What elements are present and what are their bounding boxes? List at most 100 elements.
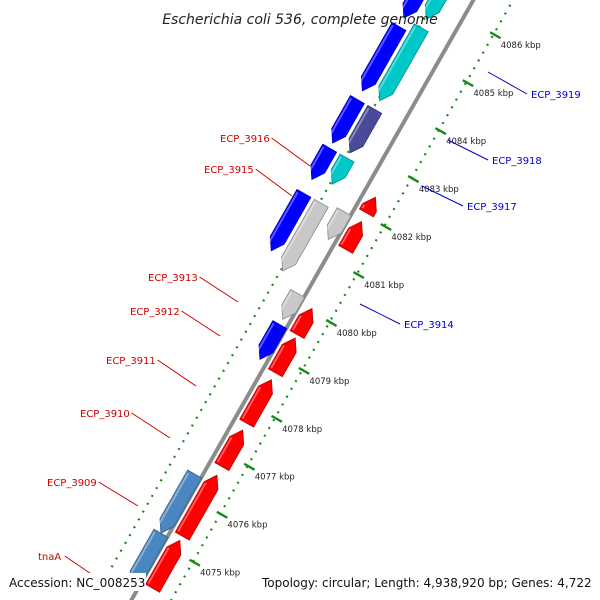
ruler-tick [462,79,474,88]
gene-feature-steel-cds[interactable] [159,469,203,534]
gene-feature-highlight [254,322,275,356]
gene-feature-highlight [277,201,316,267]
gene-feature-highlight [361,204,366,209]
gene-label-ecp-3918[interactable]: ECP_3918 [447,139,542,167]
gene-label-ecp-3909[interactable]: ECP_3909 [47,478,139,507]
gene-feature-forward-cds[interactable] [174,474,219,541]
gene-label-ecp-3919[interactable]: ECP_3919 [487,71,581,101]
ruler-tick [407,175,420,184]
gene-feature-highlight [241,386,262,419]
gene-label-text: ECP_3911 [106,356,156,367]
gene-feature-forward-cds[interactable] [289,307,314,340]
gene-feature-forward-cds[interactable] [214,429,245,472]
gene-label-text: tnaA [38,552,61,563]
ruler-tick [216,510,228,519]
ruler-tick [325,318,338,327]
ruler-label: 4075 kbp [200,569,240,579]
gene-feature-highlight [277,291,293,316]
gene-feature-forward-cds[interactable] [145,539,182,593]
ruler-label: 4085 kbp [473,89,513,99]
gene-feature-highlight [292,315,302,331]
gene-label-text: ECP_3916 [220,134,270,145]
ruler-label: 4083 kbp [419,185,459,195]
ruler-label: 4081 kbp [364,281,404,291]
ruler-label: 4079 kbp [309,377,349,387]
ruler-tick [489,31,502,40]
gene-feature-reverse-cds[interactable] [269,188,312,252]
gene-label-text: ECP_3918 [492,156,542,167]
gene-label-text: ECP_3913 [148,273,198,284]
gene-feature-cyan-cds[interactable] [424,0,468,20]
gene-feature-highlight [323,209,339,236]
gene-label-ecp-3914[interactable]: ECP_3914 [359,303,454,331]
gene-label-text: ECP_3919 [531,90,581,101]
gene-feature-reverse-cds[interactable] [360,22,407,92]
topology-text: Topology: circular; Length: 4,938,920 bp… [261,576,592,590]
gene-feature-slate-cds[interactable] [348,104,383,154]
gene-feature-grey-cds[interactable] [326,207,352,241]
gene-label-ecp-3912[interactable]: ECP_3912 [130,307,221,337]
gene-feature-reverse-cds[interactable] [310,143,338,181]
gene-labels: tnaA ECP_3909 ECP_3910 ECP_3911 ECP_3912 ECP_… [38,71,581,581]
gene-label-leader [271,137,311,167]
gene-label-leader [447,139,489,161]
gene-feature-highlight [344,107,370,149]
gene-feature-highlight [270,344,285,369]
gene-label-ecp-3916[interactable]: ECP_3916 [220,134,311,167]
ruler-label: 4086 kbp [501,41,541,51]
gene-feature-highlight [177,482,207,532]
ruler-label: 4080 kbp [337,329,377,339]
gene-label-leader [131,412,171,439]
gene-feature-highlight [216,437,233,463]
ruler-tick [298,366,310,375]
gene-label-leader [181,310,221,337]
ruler-tick [243,462,256,471]
gene-feature-reverse-cds[interactable] [331,95,365,144]
gene-feature-forward-cds[interactable] [239,379,273,428]
ruler-tick [270,414,283,423]
gene-feature-forward-cds[interactable] [338,220,363,254]
gene-feature-forward-cds[interactable] [267,337,297,378]
dots-inner [169,0,515,600]
kbp-ruler: 4075 kbp 4076 kbp 4077 kbp 4078 kbp 4079 kbp… [188,31,541,579]
gene-feature-highlight [155,472,190,529]
gene-label-text: ECP_3910 [80,409,130,420]
gene-label-text: ECP_3909 [47,478,97,489]
ruler-tick [380,223,392,232]
gene-label-ecp-3917[interactable]: ECP_3917 [421,185,517,213]
gene-label-ecp-3913[interactable]: ECP_3913 [148,273,239,303]
gene-feature-highlight [327,97,353,139]
ruler-tick [352,270,365,280]
gene-label-ecp-3915[interactable]: ECP_3915 [204,165,293,197]
gene-feature-cyan-cds[interactable] [330,153,355,185]
map-title: Escherichia coli 536, complete genome [162,12,438,28]
gene-feature-highlight [126,531,156,582]
gene-label-text: ECP_3914 [404,320,454,331]
gene-label-text: ECP_3912 [130,307,180,318]
gene-feature-highlight [340,228,352,246]
ruler-label: 4078 kbp [282,425,322,435]
gene-label-ecp-3910[interactable]: ECP_3910 [80,409,171,439]
gene-feature-highlight [357,24,394,87]
gene-label-leader [359,303,401,325]
gene-feature-highlight [398,0,409,14]
gene-feature-cyan-cds[interactable] [378,23,429,102]
accession-box [6,573,146,591]
gene-feature-highlight [421,0,432,15]
gene-feature-reverse-cds[interactable] [402,0,441,19]
topology-box [258,573,594,591]
gene-features [126,0,468,593]
ruler-label: 4082 kbp [391,233,431,243]
gene-feature-grey-cds[interactable] [281,288,306,321]
gene-label-leader [157,359,197,387]
gene-feature-grey-cds[interactable] [281,198,329,272]
gene-feature-reverse-cds[interactable] [258,320,288,361]
gene-label-leader [421,185,464,207]
gene-label-ecp-3911[interactable]: ECP_3911 [106,356,197,387]
gene-feature-highlight [327,156,342,180]
gene-feature-highlight [306,146,325,176]
gene-label-leader [98,481,139,507]
gene-feature-forward-cds[interactable] [358,196,377,218]
ruler-label: 4077 kbp [255,473,295,483]
